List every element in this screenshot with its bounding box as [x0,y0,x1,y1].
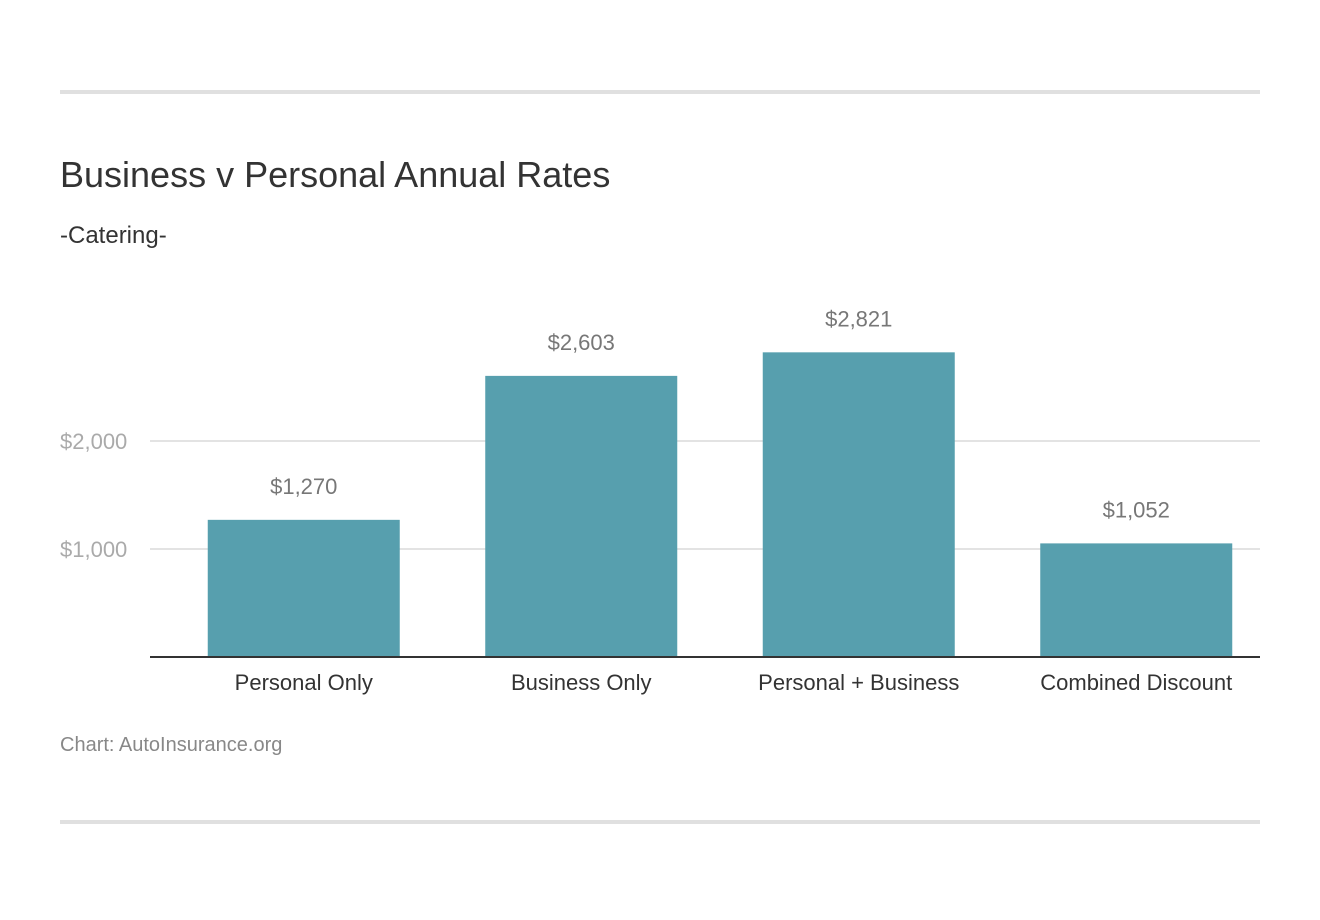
y-tick-label: $2,000 [60,429,127,454]
data-label: $1,052 [1103,497,1170,522]
top-divider [60,90,1260,94]
x-tick-label: Personal Only [235,670,373,695]
bar [1040,543,1233,657]
x-tick-label: Combined Discount [1040,670,1232,695]
data-label: $2,603 [548,330,615,355]
chart-title: Business v Personal Annual Rates [60,154,611,195]
x-tick-label: Personal + Business [758,670,959,695]
data-label: $2,821 [825,306,892,331]
bar [485,375,678,657]
bar [207,519,400,657]
bar [762,352,955,657]
chart-source: Chart: AutoInsurance.org [60,734,283,756]
x-tick-label: Business Only [511,670,652,695]
data-label: $1,270 [270,474,337,499]
bottom-divider [60,820,1260,824]
y-tick-label: $1,000 [60,537,127,562]
chart-subtitle: -Catering- [60,222,167,249]
